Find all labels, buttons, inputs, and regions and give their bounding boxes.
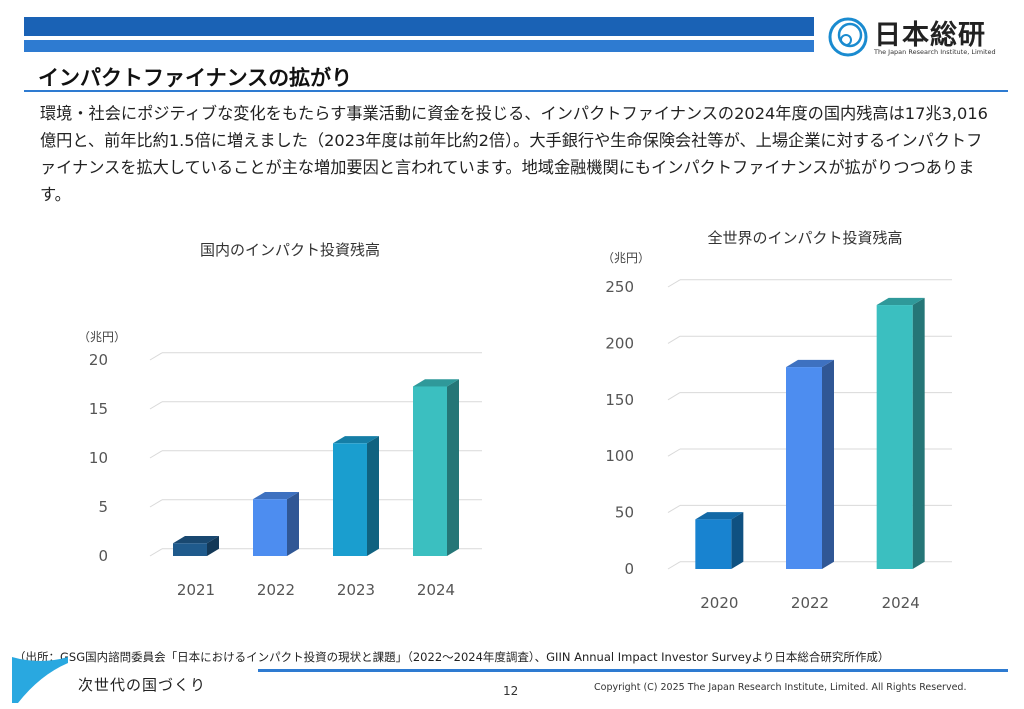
domestic-chart-svg: 国内のインパクト投資残高 （兆円） 0 5 10 15 20 2021 2022 2023 2024: [78, 241, 482, 599]
global-bar-front: [876, 305, 913, 569]
global-gridline-side: [667, 448, 681, 457]
global-bar-front: [786, 367, 822, 569]
domestic-bar-2021: [173, 536, 219, 556]
global-bar-2024: [876, 297, 925, 569]
global-y-tick-label: 100: [605, 447, 634, 465]
global-gridline-side: [667, 561, 681, 570]
global-bar-top: [695, 512, 744, 520]
domestic-bar-2022: [253, 491, 299, 556]
global-bar-top: [786, 359, 834, 368]
global-unit-label: （兆円）: [602, 251, 650, 265]
global-gridline-side: [667, 279, 681, 288]
global-bar-2022: [786, 359, 834, 569]
domestic-y-tick-label: 10: [89, 449, 108, 467]
domestic-y-tick-label: 0: [98, 547, 108, 565]
domestic-bar-front: [253, 499, 287, 556]
domestic-impact-chart: 国内のインパクト投資残高 （兆円） 0 5 10 15 20 2021 2022 2023 2024: [60, 230, 500, 610]
header-bar: [24, 17, 814, 36]
domestic-bar-side: [367, 436, 379, 556]
global-x-tick-label: 2024: [882, 594, 920, 612]
domestic-bar-top: [173, 536, 219, 544]
domestic-bar-top: [253, 491, 299, 500]
global-impact-chart: 全世界のインパクト投資残高 （兆円） 0 50 100 150 200 250 2020 2022…: [560, 220, 980, 620]
global-bar-side: [822, 359, 834, 569]
domestic-gridline-side: [149, 352, 163, 361]
header-bar-secondary: [24, 40, 814, 52]
domestic-y-tick-label: 15: [89, 400, 108, 418]
domestic-bar-2023: [333, 436, 379, 556]
domestic-gridline-side: [149, 401, 163, 410]
body-paragraph: 環境・社会にポジティブな変化をもたらす事業活動に資金を投じる、インパクトファイナ…: [40, 104, 988, 204]
domestic-unit-label: （兆円）: [78, 330, 126, 344]
domestic-bar-2024: [413, 379, 459, 556]
logo-text: 日本総研: [874, 20, 986, 51]
global-x-tick-label: 2020: [700, 594, 738, 612]
global-bar-side: [912, 297, 925, 569]
source-note: （出所：GSG国内諮問委員会「日本におけるインパクト投資の現状と課題」（2022…: [14, 650, 890, 664]
copyright: Copyright (C) 2025 The Japan Research In…: [594, 682, 967, 693]
global-chart-svg: 全世界のインパクト投資残高 （兆円） 0 50 100 150 200 250 2020 2022…: [602, 229, 952, 612]
tagline: 次世代の国づくり: [78, 676, 207, 694]
domestic-bar-top: [333, 436, 379, 444]
logo-subtext: The Japan Research Institute, Limited: [874, 48, 996, 56]
footer-swoosh-icon: [12, 657, 68, 703]
domestic-bar-side: [447, 379, 459, 556]
domestic-y-tick-label: 20: [89, 351, 108, 369]
domestic-y-tick-label: 5: [98, 498, 108, 516]
domestic-bar-front: [173, 543, 207, 556]
global-y-tick-label: 200: [605, 334, 634, 352]
page-number: 12: [503, 684, 519, 698]
domestic-bar-side: [207, 536, 219, 556]
global-y-tick-label: 150: [605, 391, 634, 409]
domestic-x-tick-label: 2023: [337, 581, 375, 599]
domestic-bar-front: [413, 386, 447, 556]
global-bar-top: [876, 297, 925, 306]
domestic-gridline-side: [149, 450, 163, 459]
domestic-gridline-side: [149, 548, 163, 557]
domestic-x-tick-label: 2022: [257, 581, 295, 599]
domestic-bar-front: [333, 443, 367, 556]
global-y-tick-label: 250: [605, 278, 634, 296]
global-bar-front: [695, 519, 732, 569]
global-x-tick-label: 2022: [791, 594, 829, 612]
global-bar-2020: [695, 512, 744, 569]
domestic-gridline-side: [149, 499, 163, 508]
global-gridline-side: [667, 504, 681, 514]
domestic-bar-side: [287, 491, 299, 556]
global-chart-title: 全世界のインパクト投資残高: [707, 229, 902, 247]
global-y-tick-label: 0: [624, 560, 634, 578]
title-divider: [24, 90, 1008, 92]
global-gridline-side: [667, 392, 681, 401]
global-y-tick-label: 50: [615, 504, 634, 522]
logo-emblem-icon: [828, 17, 868, 57]
domestic-x-tick-label: 2024: [417, 581, 455, 599]
domestic-bar-top: [413, 379, 459, 387]
company-logo: 日本総研 The Japan Research Institute, Limit…: [828, 15, 1008, 61]
footer-divider: [258, 669, 1008, 672]
domestic-chart-title: 国内のインパクト投資残高: [200, 241, 380, 259]
domestic-x-tick-label: 2021: [177, 581, 215, 599]
global-gridline-side: [667, 335, 681, 344]
global-bar-side: [731, 512, 744, 569]
page-title: インパクトファイナンスの拡がり: [38, 66, 353, 90]
